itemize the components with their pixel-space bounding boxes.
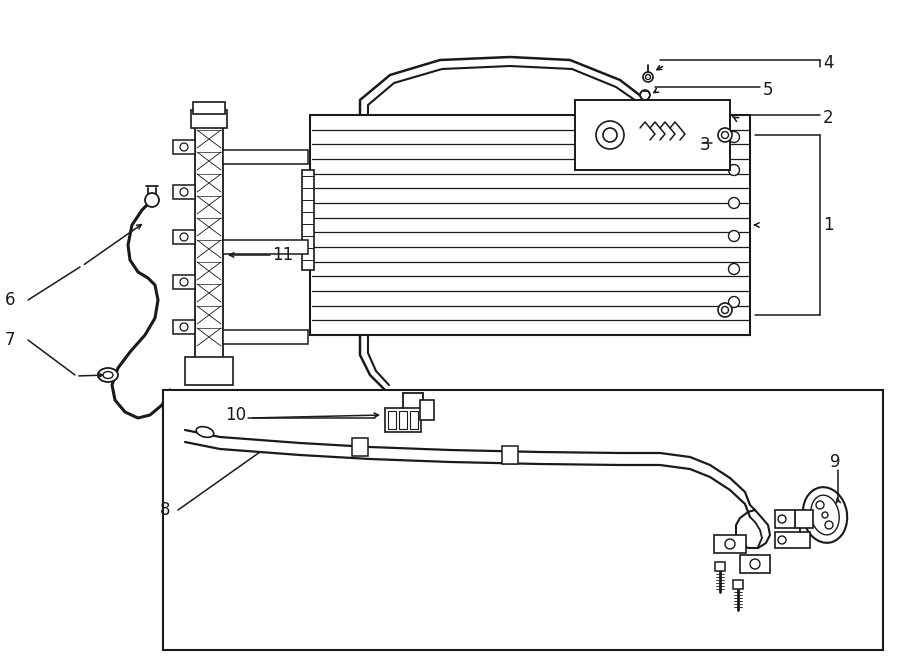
Circle shape: [180, 143, 188, 151]
Circle shape: [750, 559, 760, 569]
Circle shape: [728, 297, 740, 307]
Bar: [173, 230, 195, 244]
Text: 10: 10: [225, 406, 246, 424]
Bar: [502, 446, 518, 464]
Circle shape: [643, 72, 653, 82]
Bar: [223, 330, 308, 344]
Bar: [310, 115, 750, 335]
Bar: [191, 110, 227, 128]
Circle shape: [728, 231, 740, 241]
Bar: [385, 408, 421, 432]
Bar: [173, 320, 195, 334]
Bar: [775, 532, 810, 548]
Text: 5: 5: [763, 81, 773, 99]
Circle shape: [640, 90, 650, 100]
Text: 2: 2: [823, 109, 833, 127]
Text: 6: 6: [5, 291, 15, 309]
Circle shape: [180, 278, 188, 286]
Bar: [173, 140, 195, 154]
Circle shape: [822, 512, 828, 518]
Bar: [775, 510, 813, 528]
Bar: [399, 411, 407, 429]
Ellipse shape: [196, 426, 214, 438]
Circle shape: [728, 165, 740, 176]
Bar: [173, 275, 195, 289]
Circle shape: [728, 264, 740, 274]
Circle shape: [718, 303, 732, 317]
Circle shape: [180, 323, 188, 331]
Bar: [388, 411, 396, 429]
Circle shape: [722, 307, 728, 313]
Bar: [193, 102, 225, 114]
Text: 7: 7: [5, 331, 15, 349]
Bar: [733, 580, 743, 589]
Bar: [185, 357, 233, 385]
Circle shape: [816, 501, 824, 509]
Text: 1: 1: [823, 216, 833, 234]
Bar: [420, 400, 434, 420]
Bar: [163, 390, 883, 650]
Circle shape: [180, 188, 188, 196]
Circle shape: [718, 128, 732, 142]
Circle shape: [645, 75, 651, 79]
Text: 11: 11: [272, 246, 293, 264]
Circle shape: [180, 233, 188, 241]
Bar: [302, 170, 314, 270]
Bar: [714, 535, 746, 553]
Bar: [195, 110, 223, 375]
Bar: [715, 562, 725, 571]
Circle shape: [145, 193, 159, 207]
Text: 3: 3: [700, 136, 711, 154]
Text: 9: 9: [830, 453, 841, 471]
Text: 8: 8: [160, 501, 170, 519]
Ellipse shape: [98, 368, 118, 382]
Circle shape: [778, 536, 786, 544]
Ellipse shape: [103, 371, 113, 379]
Bar: [352, 438, 368, 456]
Circle shape: [725, 539, 735, 549]
Bar: [410, 411, 418, 429]
Text: 4: 4: [823, 54, 833, 72]
Circle shape: [728, 132, 740, 143]
Ellipse shape: [811, 495, 839, 535]
Bar: [223, 240, 308, 254]
Circle shape: [596, 121, 624, 149]
Bar: [575, 100, 730, 170]
Circle shape: [722, 132, 728, 139]
Bar: [223, 150, 308, 164]
Circle shape: [603, 128, 617, 142]
Circle shape: [778, 515, 786, 523]
Circle shape: [825, 521, 833, 529]
Bar: [740, 555, 770, 573]
Circle shape: [728, 198, 740, 208]
Ellipse shape: [803, 487, 847, 543]
Bar: [173, 185, 195, 199]
